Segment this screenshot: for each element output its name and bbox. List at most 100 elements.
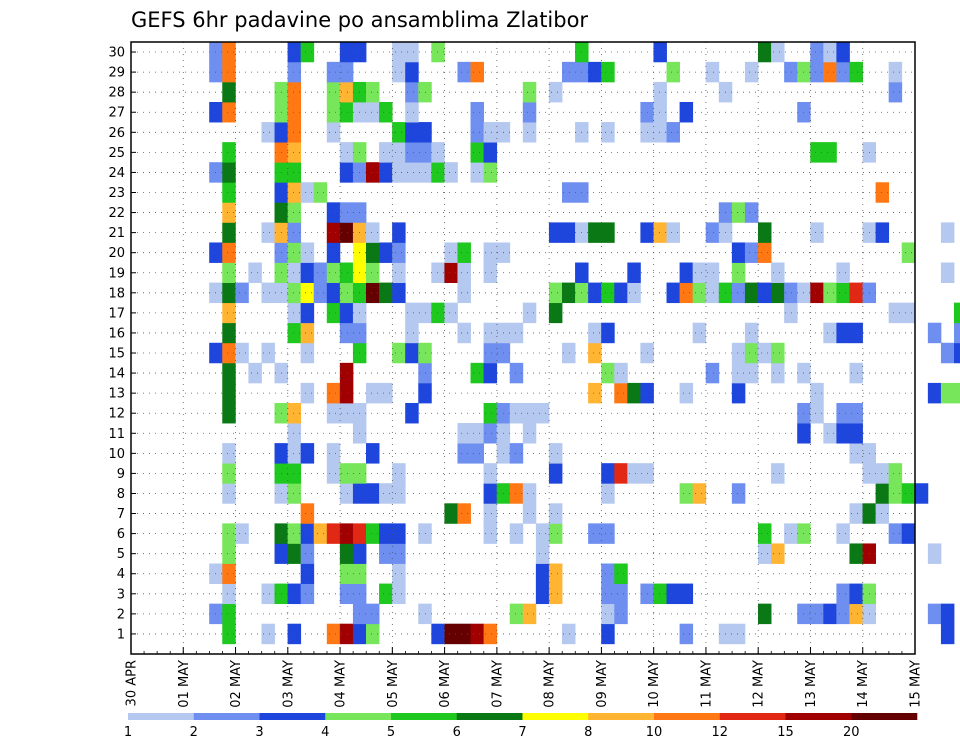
y-axis: 1234567891011121314151617181920212223242… bbox=[108, 46, 136, 642]
heatmap-cell bbox=[705, 222, 720, 243]
heatmap-cell bbox=[300, 523, 315, 544]
heatmap-cell bbox=[601, 222, 615, 243]
heatmap-cell bbox=[875, 463, 890, 484]
y-tick-label: 4 bbox=[117, 567, 125, 582]
heatmap-cell bbox=[222, 623, 236, 645]
heatmap-cell bbox=[379, 282, 393, 304]
heatmap-cell bbox=[601, 623, 615, 645]
y-tick-label: 3 bbox=[117, 587, 125, 602]
heatmap-cell bbox=[522, 302, 537, 324]
heatmap-cell bbox=[548, 523, 563, 544]
y-tick-label: 13 bbox=[108, 387, 125, 402]
heatmap-cell bbox=[758, 603, 772, 625]
heatmap-cell bbox=[836, 583, 850, 605]
heatmap-cell bbox=[457, 322, 471, 344]
heatmap-cell bbox=[614, 603, 628, 625]
heatmap-cell bbox=[300, 262, 315, 283]
heatmap-cell bbox=[326, 523, 341, 544]
x-tick-label: 02 MAY bbox=[229, 660, 244, 708]
heatmap-cell bbox=[339, 382, 354, 404]
heatmap-cell bbox=[653, 222, 667, 243]
heatmap-cell bbox=[392, 162, 406, 183]
heatmap-cell bbox=[379, 142, 393, 163]
x-tick-label: 05 MAY bbox=[386, 660, 401, 708]
heatmap-cell bbox=[601, 583, 615, 605]
heatmap-cell bbox=[927, 322, 942, 344]
heatmap-cell bbox=[326, 402, 341, 424]
heatmap-cell bbox=[222, 142, 236, 163]
heatmap-cell bbox=[731, 242, 746, 263]
heatmap-cell bbox=[483, 503, 498, 524]
heatmap-cell bbox=[731, 362, 746, 384]
heatmap-cell bbox=[679, 282, 694, 304]
y-tick-label: 9 bbox=[117, 467, 125, 482]
heatmap-cell bbox=[758, 523, 772, 544]
heatmap-cell bbox=[810, 61, 824, 83]
heatmap-cell bbox=[339, 81, 354, 103]
heatmap-cell bbox=[326, 122, 341, 143]
heatmap-cell bbox=[940, 623, 955, 645]
heatmap-cell bbox=[339, 463, 354, 484]
heatmap-cell bbox=[535, 543, 550, 564]
heatmap-cell bbox=[705, 282, 720, 304]
heatmap-cell bbox=[548, 503, 563, 524]
heatmap-cell bbox=[849, 322, 863, 344]
heatmap-cell bbox=[836, 402, 850, 424]
heatmap-cell bbox=[405, 81, 419, 103]
heatmap-cell bbox=[379, 102, 393, 123]
legend-label: 4 bbox=[321, 725, 329, 740]
heatmap-cell bbox=[339, 41, 354, 63]
heatmap-cell bbox=[483, 242, 498, 263]
legend-swatch bbox=[193, 713, 260, 720]
heatmap-cell bbox=[784, 302, 798, 324]
heatmap-cell bbox=[483, 483, 498, 504]
heatmap-cell bbox=[483, 122, 498, 143]
heatmap-cell bbox=[875, 222, 890, 243]
heatmap-cell bbox=[836, 61, 850, 83]
heatmap-cell bbox=[457, 282, 471, 304]
heatmap-cell bbox=[366, 222, 380, 243]
heatmap-cell bbox=[300, 543, 315, 564]
heatmap-cell bbox=[222, 182, 236, 203]
legend-swatch bbox=[719, 713, 786, 720]
heatmap-cell bbox=[339, 402, 354, 424]
heatmap-cell bbox=[339, 142, 354, 163]
heatmap-cell bbox=[470, 362, 484, 384]
heatmap-cell bbox=[287, 483, 302, 504]
heatmap-cell bbox=[562, 282, 576, 304]
heatmap-cell bbox=[614, 362, 628, 384]
heatmap-cell bbox=[810, 382, 824, 404]
heatmap-cell bbox=[810, 222, 824, 243]
heatmap-cell bbox=[431, 162, 445, 183]
heatmap-cell bbox=[444, 242, 458, 263]
heatmap-cell bbox=[222, 162, 236, 183]
heatmap-cell bbox=[392, 463, 406, 484]
y-tick-label: 30 bbox=[108, 46, 125, 61]
heatmap-cell bbox=[300, 302, 315, 324]
heatmap-cell bbox=[287, 41, 302, 63]
heatmap-cell bbox=[222, 222, 236, 243]
heatmap-cell bbox=[287, 302, 302, 324]
heatmap-cell bbox=[313, 182, 328, 203]
heatmap-cell bbox=[222, 603, 236, 625]
heatmap-cell bbox=[483, 402, 498, 424]
heatmap-cell bbox=[300, 322, 315, 344]
heatmap-cell bbox=[235, 282, 249, 304]
x-tick-label: 11 MAY bbox=[699, 660, 714, 708]
heatmap-cell bbox=[457, 423, 471, 444]
heatmap-cell bbox=[836, 262, 850, 283]
heatmap-cell bbox=[810, 402, 824, 424]
heatmap-cell bbox=[392, 483, 406, 504]
heatmap-cell bbox=[548, 282, 563, 304]
heatmap-cell bbox=[836, 322, 850, 344]
heatmap-cell bbox=[614, 563, 628, 584]
legend-label: 3 bbox=[255, 725, 263, 740]
heatmap-cell bbox=[379, 543, 393, 564]
heatmap-cell bbox=[509, 402, 524, 424]
heatmap-cell bbox=[744, 202, 759, 223]
heatmap-cell bbox=[300, 242, 315, 263]
heatmap-cell bbox=[535, 402, 550, 424]
legend-swatch bbox=[654, 713, 721, 720]
heatmap-cell bbox=[431, 623, 445, 645]
heatmap-cell bbox=[379, 523, 393, 544]
